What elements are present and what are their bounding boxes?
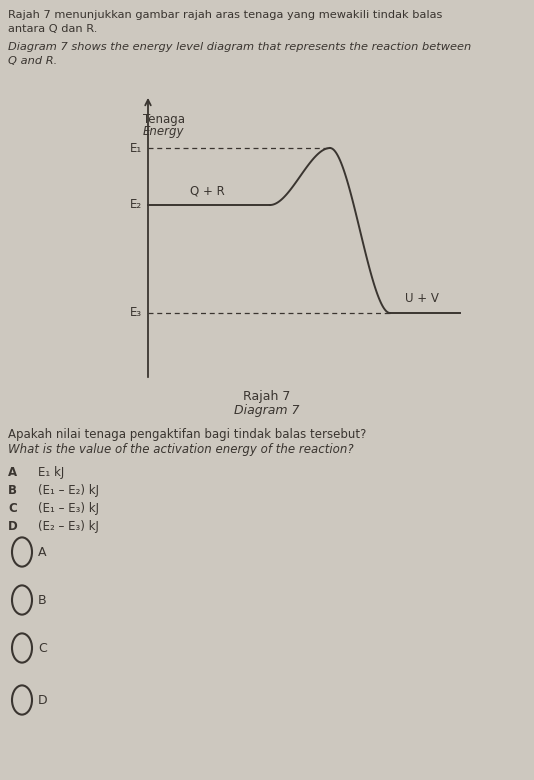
Text: (E₂ – E₃) kJ: (E₂ – E₃) kJ xyxy=(38,520,99,533)
Text: Rajah 7 menunjukkan gambar rajah aras tenaga yang mewakili tindak balas: Rajah 7 menunjukkan gambar rajah aras te… xyxy=(8,10,442,20)
Text: Diagram 7 shows the energy level diagram that represents the reaction between: Diagram 7 shows the energy level diagram… xyxy=(8,42,471,52)
Text: D: D xyxy=(38,693,48,707)
Text: Energy: Energy xyxy=(143,125,185,138)
Text: Rajah 7: Rajah 7 xyxy=(244,390,290,403)
Text: B: B xyxy=(38,594,46,607)
Text: E₂: E₂ xyxy=(130,198,142,211)
Text: E₃: E₃ xyxy=(130,307,142,320)
Text: Apakah nilai tenaga pengaktifan bagi tindak balas tersebut?: Apakah nilai tenaga pengaktifan bagi tin… xyxy=(8,428,366,441)
Text: Q + R: Q + R xyxy=(190,184,225,197)
Text: A: A xyxy=(8,466,17,479)
Text: antara Q dan R.: antara Q dan R. xyxy=(8,24,97,34)
Text: A: A xyxy=(38,545,46,558)
Text: E₁ kJ: E₁ kJ xyxy=(38,466,64,479)
Text: U + V: U + V xyxy=(405,292,439,305)
Text: Q and R.: Q and R. xyxy=(8,56,57,66)
Text: E₁: E₁ xyxy=(130,141,142,154)
Text: (E₁ – E₂) kJ: (E₁ – E₂) kJ xyxy=(38,484,99,497)
Text: D: D xyxy=(8,520,18,533)
Text: B: B xyxy=(8,484,17,497)
Text: What is the value of the activation energy of the reaction?: What is the value of the activation ener… xyxy=(8,443,354,456)
Text: Diagram 7: Diagram 7 xyxy=(234,404,300,417)
Text: (E₁ – E₃) kJ: (E₁ – E₃) kJ xyxy=(38,502,99,515)
Text: C: C xyxy=(8,502,17,515)
Text: C: C xyxy=(38,641,47,654)
Text: Tenaga: Tenaga xyxy=(143,113,185,126)
